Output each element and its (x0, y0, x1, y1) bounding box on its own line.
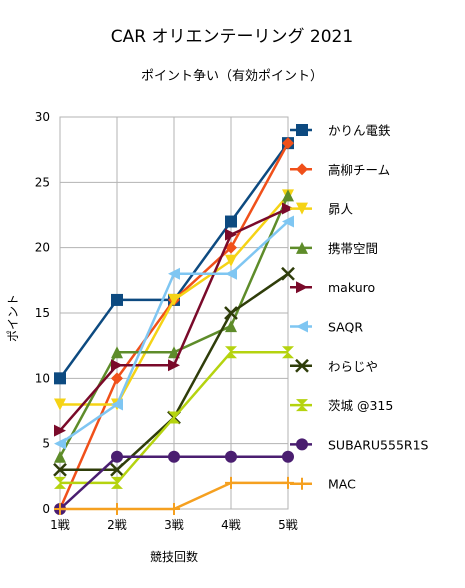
legend-marker (296, 124, 308, 136)
data-point (168, 450, 180, 463)
legend-marker (296, 477, 308, 490)
data-point (111, 398, 123, 411)
data-point (111, 359, 123, 372)
data-point (282, 346, 294, 359)
legend-marker (296, 241, 308, 254)
legend-label: makuro (328, 280, 375, 295)
legend-item: 携帯空間 (290, 241, 378, 256)
data-point (111, 476, 123, 489)
y-tick-label: 10 (35, 371, 50, 385)
data-point (168, 411, 180, 424)
data-point (111, 372, 123, 385)
legend-label: MAC (328, 477, 356, 492)
legend-item: SAQR (290, 320, 363, 335)
data-point (225, 215, 237, 228)
legend-item: かりん電鉄 (290, 123, 391, 138)
data-point (168, 359, 180, 372)
data-point (225, 267, 237, 280)
chart-subtitle: ポイント争い（有効ポイント） (141, 69, 323, 84)
legend-item: makuro (290, 280, 375, 295)
x-tick-label: 2戦 (107, 518, 127, 532)
data-point (225, 254, 237, 267)
legend-label: 高柳チーム (328, 162, 390, 177)
data-point (54, 503, 66, 515)
y-tick-label: 30 (35, 110, 50, 124)
data-point (168, 267, 180, 280)
data-point (225, 320, 237, 333)
data-point (54, 437, 66, 450)
legend-marker (296, 320, 308, 333)
data-point (282, 202, 294, 215)
legend-item: 茨城 @315 (290, 398, 393, 413)
data-point (282, 450, 294, 463)
data-point (168, 346, 180, 359)
data-point (110, 462, 124, 477)
gridlines (59, 116, 289, 510)
legend-marker (296, 399, 308, 412)
series-7 (54, 346, 294, 489)
legend-marker (296, 281, 308, 294)
y-axis-label: ポイント (6, 294, 20, 342)
data-point (54, 372, 66, 385)
legend-marker (296, 202, 308, 215)
series-9 (54, 476, 294, 515)
data-point (54, 476, 66, 489)
x-tick-label: 5戦 (278, 518, 298, 532)
legend-label: 茨城 @315 (328, 398, 393, 413)
legend-label: 携帯空間 (328, 241, 378, 256)
data-point (282, 189, 294, 202)
chart-title: CAR オリエンテーリング 2021 (111, 27, 353, 47)
x-tick-label: 1戦 (50, 518, 70, 532)
data-point (281, 266, 295, 281)
data-point (54, 450, 66, 463)
series-5 (54, 215, 294, 450)
data-point (111, 293, 123, 306)
legend-label: 昴人 (328, 202, 354, 217)
y-tick-label: 5 (42, 437, 50, 451)
data-point (168, 503, 180, 515)
y-tick-label: 25 (35, 175, 50, 189)
series-lines (53, 137, 295, 515)
data-point (225, 228, 237, 241)
data-point (282, 215, 294, 228)
x-tick-label: 4戦 (221, 518, 241, 532)
data-point (225, 476, 237, 489)
data-point (53, 462, 67, 477)
data-point (225, 346, 237, 359)
y-tick-label: 20 (35, 241, 50, 255)
data-point (111, 503, 123, 515)
legend-item: MAC (290, 477, 356, 492)
x-axis-label: 競技回数 (150, 549, 198, 564)
legend-item: わらじや (290, 359, 378, 374)
data-point (168, 293, 180, 306)
data-point (111, 346, 123, 359)
data-point (111, 450, 123, 463)
legend-item: 高柳チーム (290, 162, 390, 177)
legend-label: SUBARU555R1S (328, 437, 429, 452)
legend-label: SAQR (328, 320, 363, 335)
data-point (224, 306, 238, 320)
legend-marker (296, 163, 308, 176)
data-point (225, 450, 237, 463)
legend-label: かりん電鉄 (328, 123, 391, 138)
data-point (225, 241, 237, 254)
x-tick-label: 3戦 (164, 518, 184, 532)
data-point (282, 137, 294, 150)
series-4 (54, 202, 294, 437)
legend-item: SUBARU555R1S (290, 437, 429, 452)
legend-label: わらじや (328, 359, 378, 374)
y-tick-label: 0 (42, 502, 50, 516)
legend-item: 昴人 (290, 202, 354, 217)
legend-marker (295, 358, 309, 373)
legend-marker (296, 438, 308, 451)
data-point (54, 424, 66, 437)
y-tick-label: 15 (35, 306, 50, 320)
data-point (54, 398, 66, 411)
